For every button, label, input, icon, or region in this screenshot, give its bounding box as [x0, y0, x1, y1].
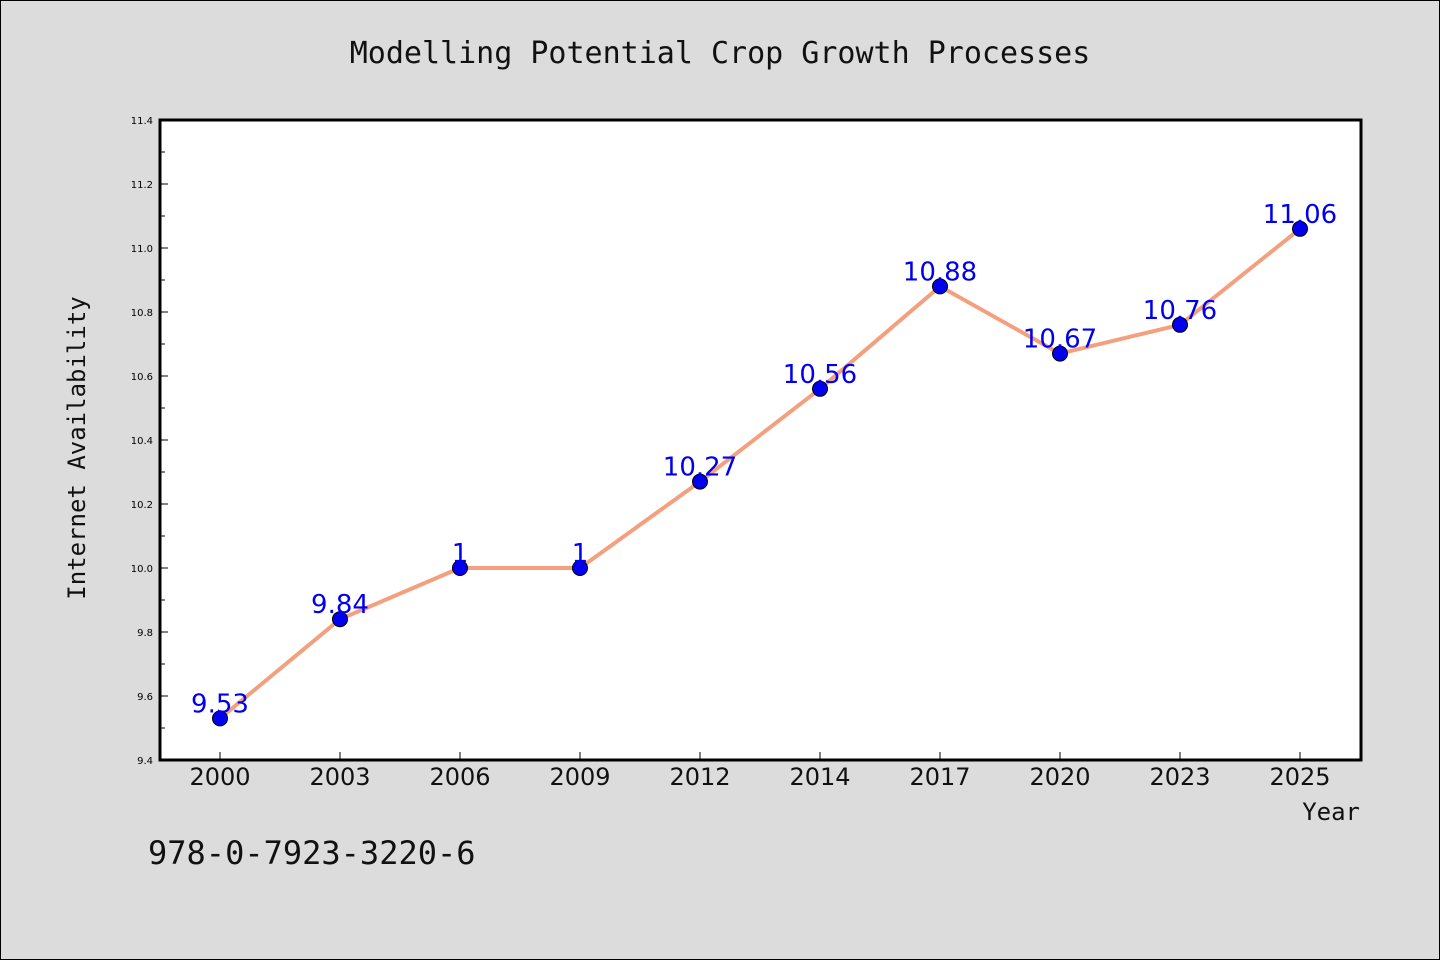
data-label: 10.88: [903, 257, 977, 287]
data-point: [572, 560, 588, 576]
x-tick-label: 2025: [1269, 763, 1330, 791]
series-line-group: [212, 220, 1308, 727]
x-tick-label: 2012: [669, 763, 730, 791]
y-tick-label: 10.0: [131, 564, 153, 575]
x-tick-label: 2000: [189, 763, 250, 791]
data-label: 11.06: [1263, 200, 1337, 230]
x-tick-label: 2003: [309, 763, 370, 791]
plot-border: [158, 118, 1363, 762]
data-label: 1: [452, 539, 469, 569]
data-label-group: 9.53 9.84 1 1 10.27 10.56 10.88 10.67 10.76 11.06: [191, 200, 1337, 720]
data-point: [1292, 220, 1308, 237]
data-point: [452, 560, 468, 576]
data-point: [1172, 316, 1188, 333]
y-tick-label: 10.6: [131, 372, 153, 383]
x-tick-label: 2020: [1029, 763, 1090, 791]
data-label: 10.76: [1143, 296, 1217, 326]
x-axis: 2000 2003 2006 2009 2012 2014 2017 2020 2023 2025: [189, 752, 1331, 791]
y-tick-label: 9.6: [137, 692, 153, 703]
x-tick-label: 2009: [549, 763, 610, 791]
chart-title: Modelling Potential Crop Growth Processe…: [350, 36, 1091, 71]
data-point: [332, 611, 348, 628]
data-label: 10.56: [783, 360, 857, 390]
y-tick-label: 10.4: [131, 436, 153, 447]
x-tick-label: 2014: [789, 763, 850, 791]
y-tick-label: 9.4: [137, 756, 153, 767]
plot-area: [160, 120, 1361, 760]
y-tick-label: 11.4: [131, 116, 153, 127]
y-tick-label: 9.8: [137, 628, 153, 639]
y-axis-label: Internet Availability: [63, 296, 91, 599]
x-axis-label: Year: [1302, 798, 1360, 826]
data-point: [932, 278, 948, 295]
x-tick-label: 2023: [1149, 763, 1210, 791]
y-tick-label: 11.0: [131, 244, 153, 255]
data-point: [692, 473, 708, 490]
data-label: 9.84: [311, 590, 369, 620]
y-tick-label: 11.2: [131, 180, 153, 191]
series-line: [218, 226, 1302, 721]
data-label: 10.27: [663, 453, 737, 483]
isbn-text: 978-0-7923-3220-6: [148, 834, 476, 872]
data-point: [212, 710, 228, 727]
x-tick-label: 2006: [429, 763, 490, 791]
data-point: [812, 380, 828, 397]
x-tick-label: 2017: [909, 763, 970, 791]
data-label: 9.53: [191, 689, 249, 719]
data-label: 10.67: [1023, 325, 1097, 355]
y-tick-label: 10.8: [131, 308, 153, 319]
data-label: 1: [572, 539, 589, 569]
y-axis: 9.4 9.6 9.8 10.0 10.2 10.4 10.6 10.8 11.0 11.2 11.…: [131, 116, 168, 767]
y-tick-label: 10.2: [131, 500, 153, 511]
data-point: [1052, 345, 1068, 362]
